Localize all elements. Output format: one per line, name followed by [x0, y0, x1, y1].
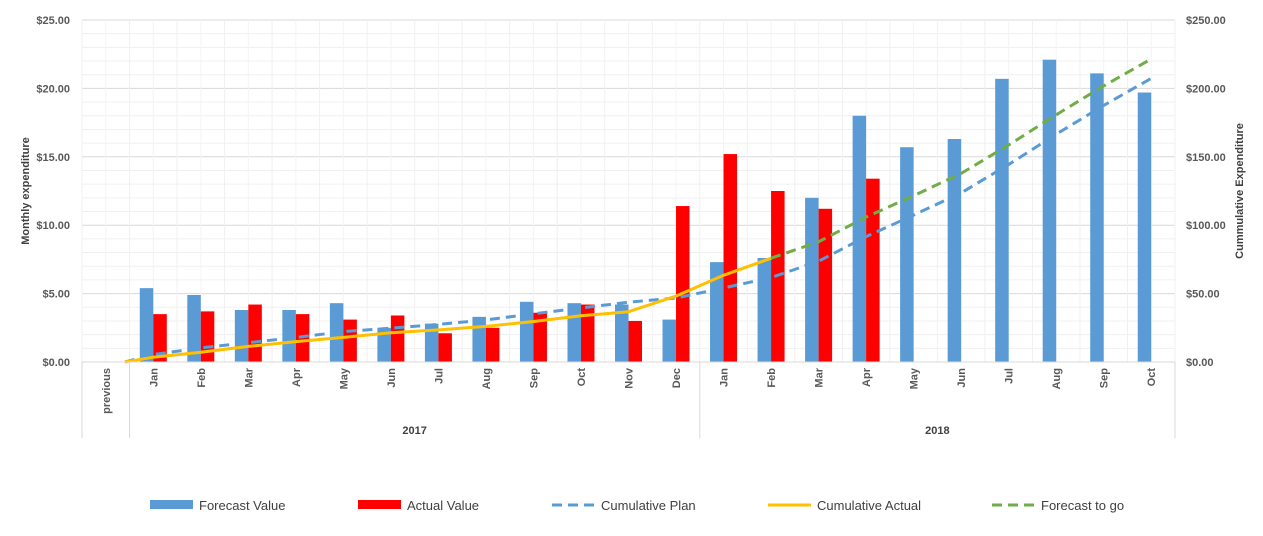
category-label: Jul [433, 368, 445, 384]
gridlines [81, 19, 1176, 363]
legend-item-actual-value[interactable]: Actual Value [358, 498, 479, 513]
bar-forecast-value-3 [234, 310, 249, 362]
legend-label: Actual Value [407, 498, 479, 513]
category-label: Oct [1146, 368, 1158, 387]
bar-series [139, 59, 1152, 363]
bar-forecast-value-21 [1090, 73, 1104, 363]
category-label: Jan [148, 368, 160, 387]
line-cumulative-actual [124, 256, 772, 364]
bar-forecast-value-16 [852, 115, 867, 362]
y-left-tick-label: $0.00 [42, 357, 70, 369]
bar-forecast-value-18 [947, 139, 962, 362]
category-label: May [909, 367, 921, 389]
group-label: 2017 [402, 425, 426, 437]
bar-forecast-value-1 [139, 288, 154, 362]
category-label: Nov [624, 367, 636, 389]
y-left-tick-label: $25.00 [36, 15, 70, 27]
y-right-tick-label: $150.00 [1186, 152, 1226, 164]
category-axis: previous Jan Feb Mar Apr May Jun Jul Aug Sep Oct No… [81, 361, 1176, 438]
category-label: Oct [576, 368, 588, 387]
bar-forecast-value-11 [615, 304, 629, 362]
bar-actual-value-8 [485, 327, 500, 362]
category-label: Feb [196, 368, 208, 388]
category-label: Dec [671, 368, 683, 388]
category-label: Jan [719, 368, 731, 387]
bar-actual-value-7 [438, 333, 452, 362]
bar-forecast-value-20 [1042, 59, 1057, 363]
legend-item-cumulative-plan[interactable]: Cumulative Plan [552, 498, 696, 513]
category-label: Sep [529, 368, 541, 388]
bar-actual-value-13 [723, 154, 738, 362]
y-right-tick-label: $250.00 [1186, 15, 1226, 27]
bar-forecast-value-10 [567, 303, 581, 362]
bar-forecast-value-2 [187, 294, 201, 362]
y-left-axis-title: Monthly expenditure [20, 137, 32, 245]
category-label: Jul [1004, 368, 1016, 384]
bar-actual-value-15 [818, 208, 833, 362]
bar-forecast-value-4 [282, 310, 296, 362]
bar-forecast-value-22 [1137, 92, 1152, 362]
line-series [124, 57, 1152, 364]
y-left-tick-label: $15.00 [36, 152, 70, 164]
category-label: Mar [243, 367, 255, 387]
y-right-tick-label: $0.00 [1186, 357, 1214, 369]
bar-forecast-value-7 [424, 323, 439, 362]
category-label: previous [101, 368, 113, 414]
legend-label: Forecast Value [199, 498, 285, 513]
bar-forecast-value-9 [519, 301, 534, 362]
y-right-tick-label: $50.00 [1186, 289, 1220, 301]
bar-actual-value-5 [343, 319, 357, 362]
legend-swatch [150, 500, 193, 509]
category-label: Aug [481, 368, 493, 389]
y-right-axis-title: Cummulative Expenditure [1234, 123, 1246, 259]
y-left-tick-label: $20.00 [36, 83, 70, 95]
category-label: May [338, 367, 350, 389]
category-label: Mar [814, 367, 826, 387]
y-left-tick-label: $5.00 [42, 289, 70, 301]
category-label: Feb [766, 368, 778, 388]
legend[interactable]: Forecast Value Actual Value Cumulative Pla… [150, 498, 1124, 513]
bar-forecast-value-15 [805, 197, 819, 362]
bar-actual-value-1 [153, 314, 167, 362]
line-forecast-to-go [770, 57, 1152, 260]
bar-actual-value-16 [866, 178, 880, 362]
bar-forecast-value-19 [995, 78, 1009, 362]
category-label: Apr [291, 367, 303, 387]
category-label: Apr [861, 367, 873, 387]
y-right-tick-label: $100.00 [1186, 220, 1226, 232]
bar-forecast-value-13 [710, 262, 724, 362]
legend-item-forecast-value[interactable]: Forecast Value [150, 498, 285, 513]
legend-item-cumulative-actual[interactable]: Cumulative Actual [768, 498, 921, 513]
tick-labels: $0.00 $5.00 $10.00 $15.00 $20.00 $25.00 $0.00 $… [20, 15, 1246, 369]
bar-actual-value-2 [200, 311, 215, 362]
group-label: 2018 [925, 425, 949, 437]
bar-actual-value-6 [390, 315, 405, 362]
bar-actual-value-3 [248, 304, 262, 362]
legend-label: Forecast to go [1041, 498, 1124, 513]
legend-swatch [358, 500, 401, 509]
bar-forecast-value-6 [377, 327, 391, 362]
bar-actual-value-12 [676, 206, 690, 362]
bar-actual-value-11 [628, 320, 642, 362]
legend-label: Cumulative Actual [817, 498, 921, 513]
bar-forecast-value-14 [757, 258, 772, 362]
y-left-tick-label: $10.00 [36, 220, 70, 232]
legend-item-forecast-to-go[interactable]: Forecast to go [992, 498, 1124, 513]
bar-actual-value-10 [580, 304, 595, 362]
bar-forecast-value-17 [900, 147, 914, 362]
bar-actual-value-9 [533, 312, 547, 362]
bar-forecast-value-12 [662, 319, 677, 362]
legend-label: Cumulative Plan [601, 498, 696, 513]
category-label: Jun [956, 368, 968, 388]
category-label: Jun [386, 368, 398, 388]
y-right-tick-label: $200.00 [1186, 83, 1226, 95]
category-label: Sep [1099, 368, 1111, 388]
category-label: Aug [1051, 368, 1063, 389]
bar-forecast-value-8 [472, 316, 486, 362]
